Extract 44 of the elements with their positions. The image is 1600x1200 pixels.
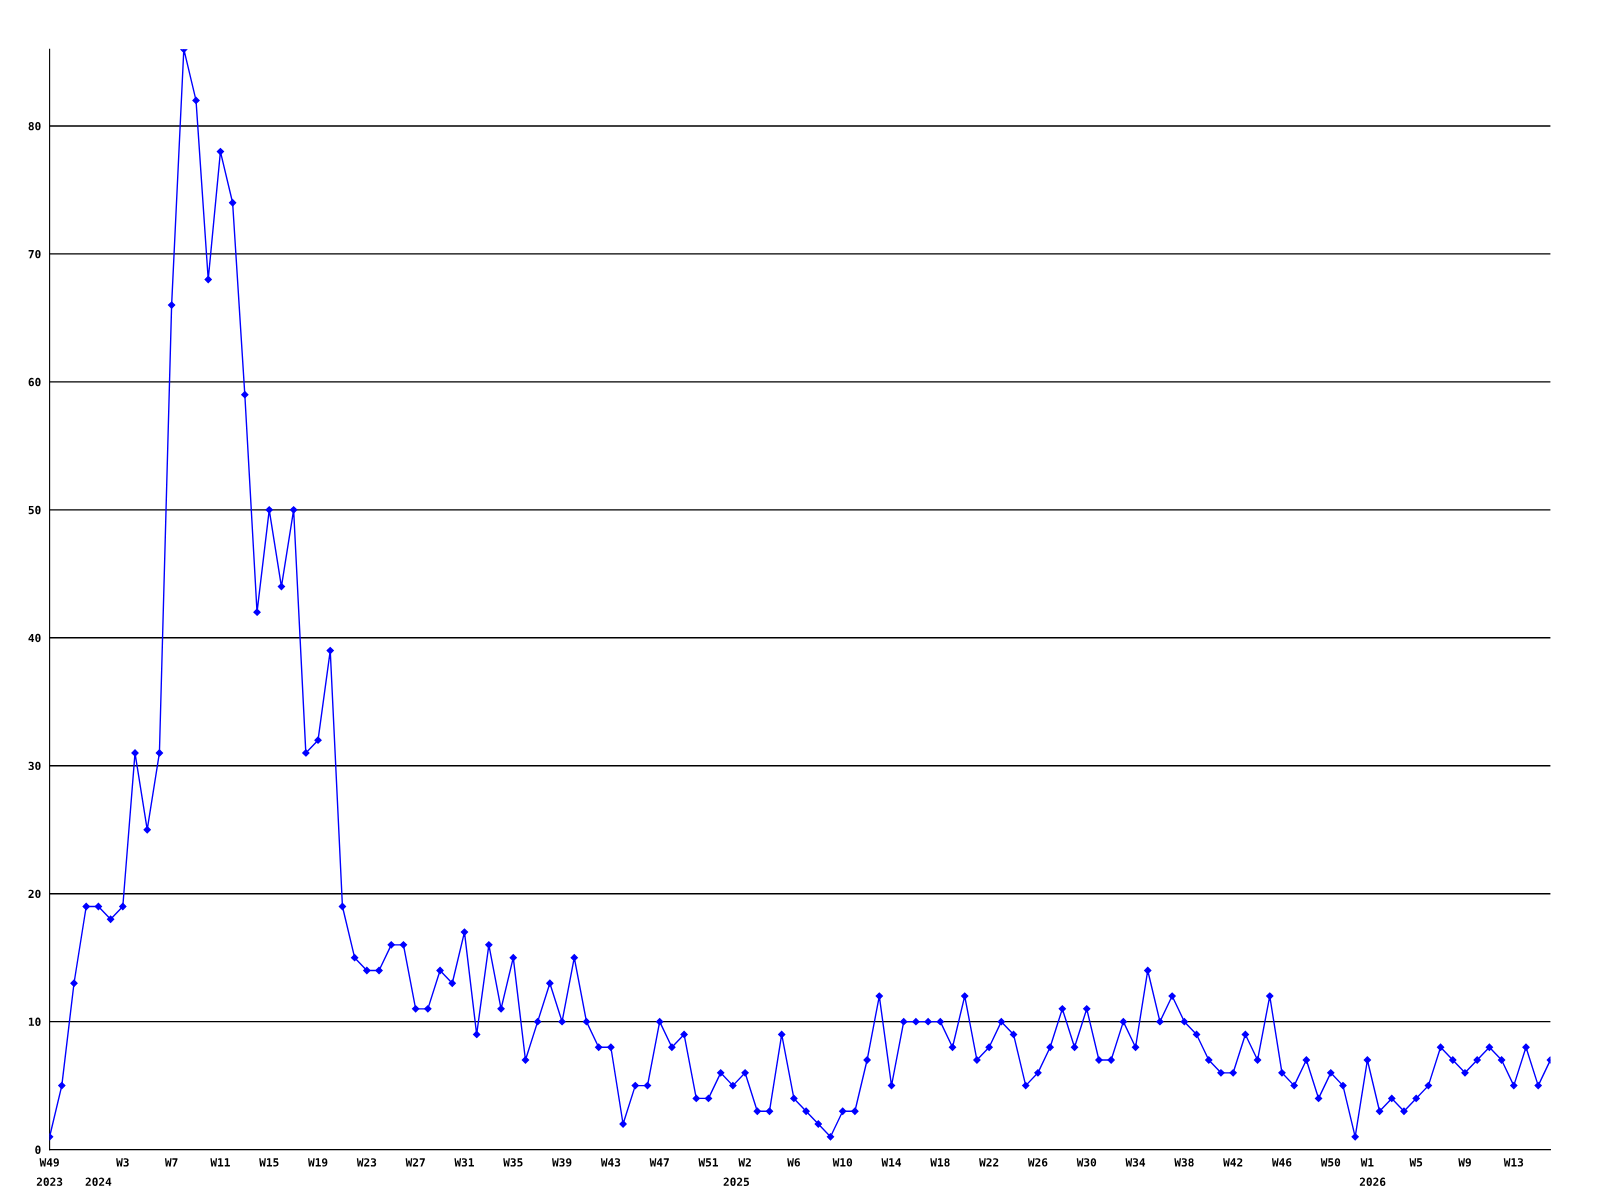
x-tick-label: W6	[787, 1158, 800, 1167]
y-tick-label: 60	[28, 377, 41, 387]
x-tick-label: W38	[1174, 1158, 1194, 1167]
x-tick-label: W14	[881, 1158, 902, 1167]
x-tick-label: W22	[979, 1158, 999, 1167]
y-tick-label: 10	[28, 1017, 41, 1027]
x-tick-label: W3	[116, 1158, 129, 1167]
y-tick-label: 20	[28, 889, 41, 899]
x-tick-label: W27	[405, 1158, 425, 1167]
x-tick-label: W31	[454, 1158, 474, 1167]
x-tick-label: W50	[1320, 1158, 1341, 1167]
x-tick-label: W10	[832, 1158, 853, 1167]
x-tick-label: W26	[1027, 1158, 1048, 1167]
x-tick-label: W13	[1503, 1158, 1524, 1167]
x-tick-label: W1	[1360, 1158, 1374, 1167]
x-tick-label: W35	[503, 1158, 523, 1167]
x2-tick-label: 2026	[1359, 1177, 1386, 1186]
x2-tick-label: 2024	[85, 1177, 112, 1186]
y-tick-label: 40	[28, 633, 41, 643]
x2-tick-label: 2023	[36, 1177, 63, 1186]
x-tick-label: W5	[1409, 1158, 1423, 1167]
x-tick-label: W18	[930, 1158, 950, 1167]
x-tick-label: W9	[1458, 1158, 1471, 1167]
x-tick-label: W47	[649, 1158, 669, 1167]
x-tick-label: W46	[1271, 1158, 1292, 1167]
x-tick-label: W2	[738, 1158, 751, 1167]
x-tick-label: W51	[698, 1158, 718, 1167]
y-tick-label: 70	[28, 249, 41, 259]
x-tick-label: W23	[356, 1158, 377, 1167]
y-tick-label: 30	[28, 761, 41, 771]
x-tick-label: W30	[1076, 1158, 1097, 1167]
y-tick-label: 80	[28, 121, 41, 131]
x-tick-label: W39	[552, 1158, 572, 1167]
x-tick-label: W7	[164, 1158, 178, 1167]
x2-tick-label: 2025	[723, 1177, 749, 1186]
x-tick-label: W49	[39, 1158, 59, 1167]
x-tick-label: W11	[210, 1158, 230, 1167]
y-tick-label: 0	[35, 1145, 41, 1154]
y-tick-label: 50	[28, 505, 41, 515]
x-tick-label: W42	[1223, 1158, 1243, 1167]
x-tick-label: W34	[1125, 1158, 1146, 1167]
x-tick-label: W43	[600, 1158, 621, 1167]
x-tick-label: W19	[308, 1158, 328, 1167]
x-tick-label: W15	[259, 1158, 279, 1167]
